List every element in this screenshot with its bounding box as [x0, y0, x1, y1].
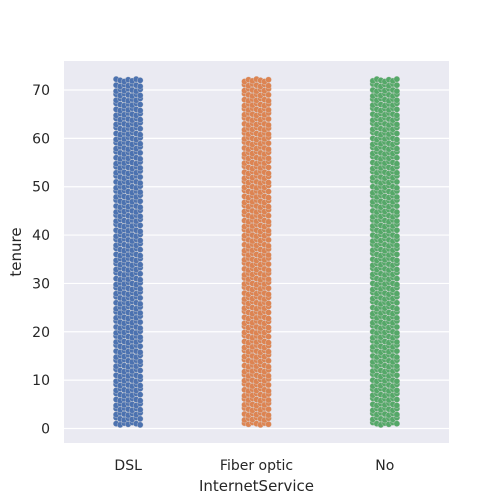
data-point: [136, 324, 144, 332]
data-point: [265, 97, 272, 105]
strip-dsl: [112, 76, 144, 428]
data-point: [265, 291, 272, 298]
x-tick-label: Fiber optic: [220, 458, 293, 474]
y-tick-labels: 0 10 20 30 40 50 60 70: [32, 83, 50, 437]
data-point: [265, 242, 272, 250]
data-point: [136, 349, 144, 356]
data-point: [136, 397, 144, 404]
data-point: [265, 266, 272, 274]
data-point: [136, 77, 144, 84]
x-tick-label: DSL: [114, 458, 142, 474]
x-tick-labels: DSL Fiber optic No: [114, 458, 394, 474]
data-point: [393, 160, 401, 167]
x-tick-label: No: [375, 458, 394, 474]
data-point: [265, 170, 272, 177]
data-point: [265, 76, 272, 83]
data-point: [265, 315, 272, 322]
data-point: [136, 300, 144, 308]
data-point: [265, 146, 272, 153]
data-point: [136, 179, 144, 187]
data-point: [393, 378, 401, 385]
data-point: [136, 83, 144, 90]
data-point: [136, 276, 144, 283]
data-points: [112, 76, 401, 428]
data-point: [136, 155, 144, 163]
y-tick-label: 30: [32, 276, 50, 292]
data-point: [393, 281, 401, 288]
data-point: [393, 353, 401, 361]
data-point: [265, 363, 272, 370]
data-point: [136, 252, 144, 259]
data-point: [136, 228, 144, 235]
data-point: [393, 329, 401, 337]
data-point: [393, 305, 401, 312]
x-axis-label: InternetService: [199, 477, 314, 495]
y-tick-label: 0: [41, 421, 50, 437]
data-point: [265, 411, 272, 419]
data-point: [136, 131, 144, 138]
data-point: [393, 184, 401, 192]
data-point: [265, 194, 272, 201]
data-point: [265, 387, 272, 395]
y-tick-label: 40: [32, 228, 50, 244]
data-point: [136, 373, 144, 380]
y-tick-label: 10: [32, 373, 50, 389]
y-tick-label: 60: [32, 131, 50, 147]
y-tick-label: 70: [32, 83, 50, 99]
data-point: [393, 402, 401, 409]
data-point: [393, 87, 401, 95]
data-point: [136, 107, 144, 114]
data-point: [393, 208, 401, 216]
strip-no: [369, 76, 401, 428]
data-point: [136, 421, 144, 428]
data-point: [393, 257, 401, 264]
strip-fiber-optic: [241, 76, 272, 428]
data-point: [265, 339, 272, 346]
data-point: [393, 136, 401, 143]
y-tick-label: 50: [32, 180, 50, 196]
data-point: [393, 76, 401, 83]
data-point: [265, 218, 272, 225]
data-point: [136, 204, 144, 211]
y-axis-label: tenure: [7, 227, 25, 276]
data-point: [265, 121, 272, 129]
y-tick-label: 20: [32, 325, 50, 341]
data-point: [393, 233, 401, 240]
data-point: [393, 112, 401, 119]
